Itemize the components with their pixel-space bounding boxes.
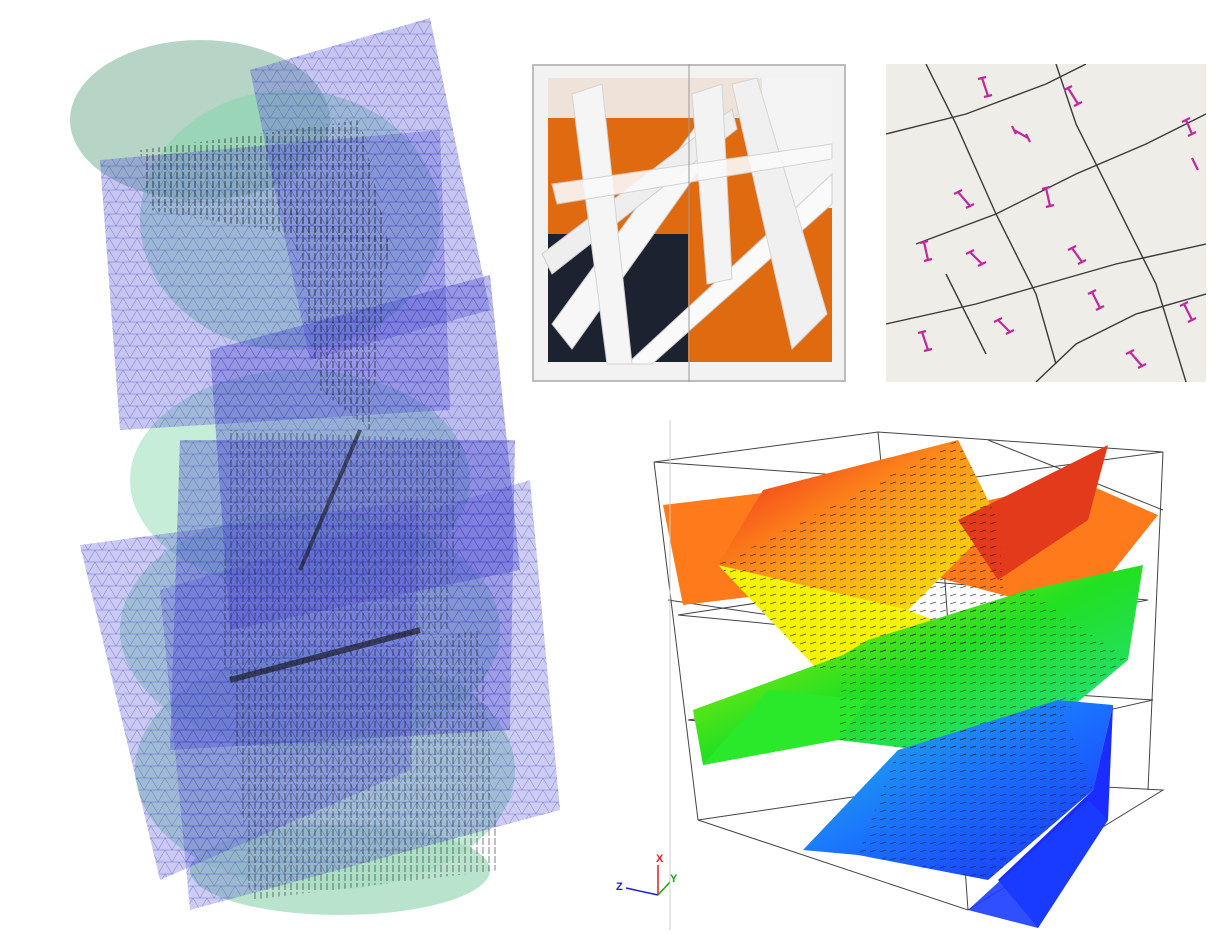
arrow-field (718, 440, 1008, 670)
arrow-dense-band (229, 627, 421, 683)
arrow-field (220, 430, 460, 670)
partition-wall (731, 77, 828, 350)
partition-wall (551, 143, 833, 205)
crack-lines (886, 64, 1206, 382)
partition-wall (571, 83, 633, 365)
cracked-tiles-svg (886, 64, 1206, 382)
mesh-planes-svg (70, 18, 560, 915)
arrow-field (230, 630, 500, 900)
arrow-field (140, 120, 390, 250)
arrow-field (858, 700, 1093, 880)
mesh-planes-panel (60, 10, 580, 920)
partition-box-svg (532, 64, 846, 382)
axis-z-label: Z (616, 881, 623, 893)
axis-y-label: Y (670, 873, 678, 885)
layer-blue-edge (968, 800, 1108, 928)
axis-triad: X Z Y (616, 853, 678, 896)
cracked-tiles-panel (886, 64, 1206, 382)
layered-cube-panel: X Z Y (608, 400, 1208, 930)
layered-cube-svg: X Z Y (616, 420, 1165, 930)
layer-green-side (703, 690, 868, 765)
axis-x-label: X (656, 853, 664, 865)
arrow-field (290, 210, 390, 430)
partition-box-panel (532, 64, 846, 382)
partition-wall (691, 83, 733, 285)
tile-markers (917, 75, 1199, 369)
arrow-dense-band (298, 429, 362, 571)
